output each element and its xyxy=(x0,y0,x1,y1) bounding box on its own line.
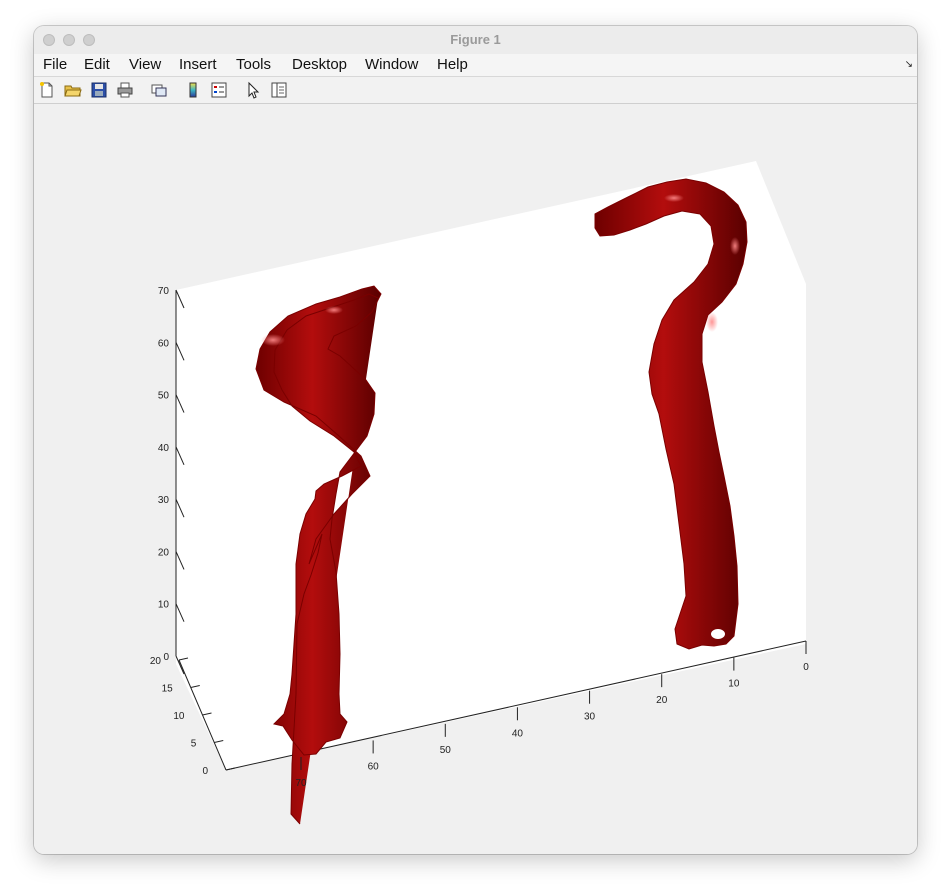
y-axis-ticks: 0 5 10 15 20 xyxy=(150,656,236,777)
zoom-window-button[interactable] xyxy=(83,34,95,46)
insert-legend-icon[interactable] xyxy=(210,81,228,99)
minimize-window-button[interactable] xyxy=(63,34,75,46)
figure-canvas[interactable]: 0 10 20 30 40 50 60 70 0 5 10 15 20 0 10 20 30 40 50 60 70 xyxy=(34,104,917,854)
z-tick-label: 40 xyxy=(158,443,170,454)
open-file-icon[interactable] xyxy=(64,81,82,99)
z-tick-label: 60 xyxy=(158,338,170,349)
z-tick-label: 30 xyxy=(158,495,170,506)
menu-help[interactable]: Help xyxy=(437,56,468,73)
y-tick-mark xyxy=(190,685,200,688)
menu-window[interactable]: Window xyxy=(365,56,419,73)
x-tick-label: 10 xyxy=(728,679,740,690)
save-icon[interactable] xyxy=(90,81,108,99)
z-tick-mark xyxy=(175,498,185,518)
new-figure-icon[interactable] xyxy=(38,81,56,99)
x-tick-label: 30 xyxy=(584,712,596,723)
x-tick-label: 70 xyxy=(295,778,307,789)
z-tick-mark xyxy=(175,446,185,466)
z-axis-ticks: 0 10 20 30 40 50 60 70 xyxy=(158,286,185,675)
x-tick-label: 50 xyxy=(440,745,452,756)
menu-view[interactable]: View xyxy=(129,56,162,73)
z-tick-label: 20 xyxy=(158,547,170,558)
menu-edit[interactable]: Edit xyxy=(84,56,110,73)
y-tick-mark xyxy=(202,712,212,716)
z-tick-mark xyxy=(175,551,185,570)
property-inspector-icon[interactable] xyxy=(270,81,288,99)
pointer-icon[interactable] xyxy=(244,81,262,99)
y-tick-mark xyxy=(225,767,236,771)
title-bar: Figure 1 xyxy=(34,26,917,55)
z-tick-mark xyxy=(175,603,185,622)
figure-window: Figure 1 File Edit View Insert Tools Des… xyxy=(34,26,917,854)
insert-colorbar-icon[interactable] xyxy=(184,81,202,99)
close-window-button[interactable] xyxy=(43,34,55,46)
z-tick-label: 70 xyxy=(158,286,170,297)
link-plot-icon[interactable] xyxy=(150,81,168,99)
dock-arrow-icon[interactable]: ↘ xyxy=(904,59,913,70)
z-tick-mark xyxy=(175,655,185,675)
y-tick-label: 20 xyxy=(150,656,162,667)
y-tick-label: 0 xyxy=(202,766,208,777)
y-tick-label: 15 xyxy=(162,684,174,695)
isosurface-plot[interactable]: 0 10 20 30 40 50 60 70 0 5 10 15 20 0 10 20 30 40 50 60 70 xyxy=(34,104,917,854)
x-axis-ticks: 0 10 20 30 40 50 60 70 xyxy=(295,641,809,789)
y-tick-mark xyxy=(214,740,224,743)
z-tick-mark xyxy=(175,289,185,309)
window-title: Figure 1 xyxy=(450,32,501,47)
right-tube-surface xyxy=(594,178,748,650)
print-icon[interactable] xyxy=(116,81,134,99)
z-tick-mark xyxy=(175,394,185,413)
menu-bar: File Edit View Insert Tools Desktop Wind… xyxy=(34,54,917,77)
menu-insert[interactable]: Insert xyxy=(179,56,217,73)
x-tick-label: 40 xyxy=(512,728,524,739)
z-tick-label: 50 xyxy=(158,391,170,402)
y-tick-label: 5 xyxy=(191,739,197,750)
z-tick-label: 10 xyxy=(158,600,170,611)
x-tick-label: 20 xyxy=(656,695,668,706)
z-tick-label: 0 xyxy=(163,652,169,663)
menu-tools[interactable]: Tools xyxy=(236,56,272,73)
z-tick-mark xyxy=(175,342,185,361)
left-tube-surface xyxy=(255,285,382,825)
x-tick-label: 0 xyxy=(803,662,809,673)
x-tick-label: 60 xyxy=(368,761,380,772)
menu-desktop[interactable]: Desktop xyxy=(292,56,348,73)
y-tick-mark xyxy=(178,657,189,661)
menu-file[interactable]: File xyxy=(43,56,68,73)
toolbar xyxy=(34,77,917,104)
y-tick-label: 10 xyxy=(173,711,185,722)
